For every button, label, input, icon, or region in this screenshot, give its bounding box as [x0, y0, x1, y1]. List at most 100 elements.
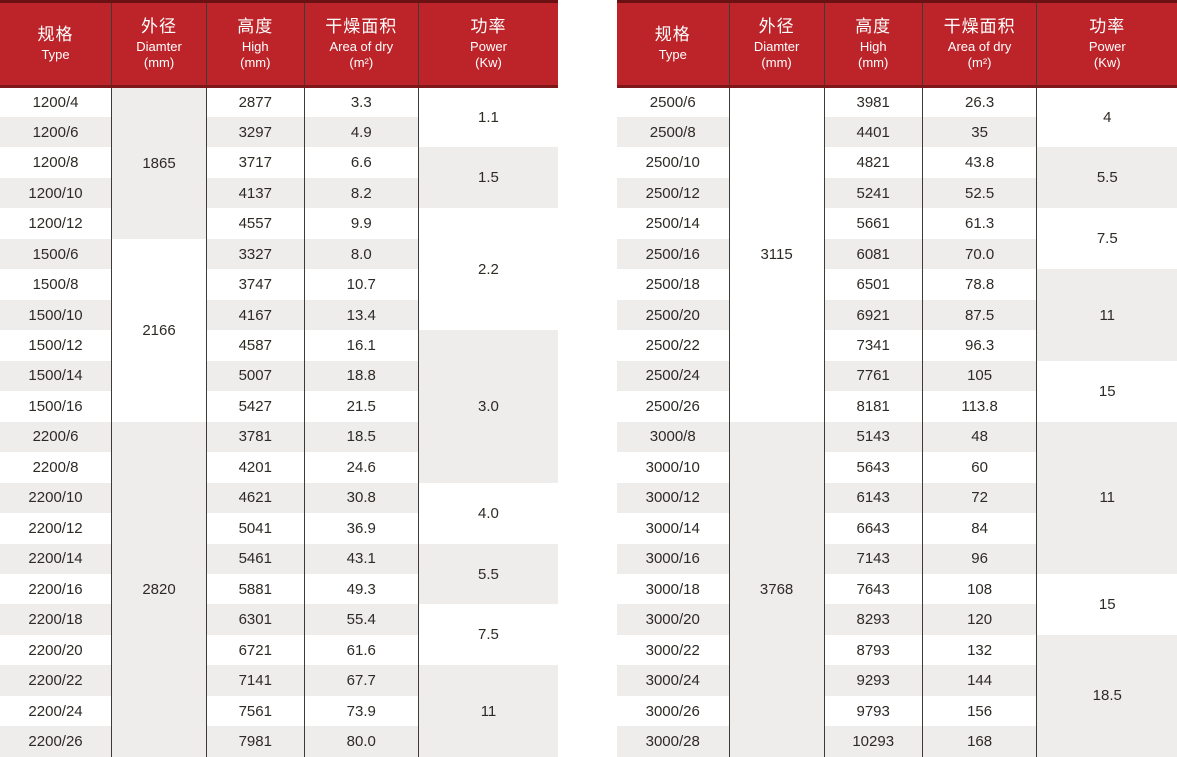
cell-type: 3000/26 — [617, 695, 730, 727]
cell-high: 5143 — [823, 421, 923, 453]
header-unit: (mm) — [143, 55, 175, 71]
table-row: 2200/16 5881 49.3 — [0, 574, 558, 605]
table-row: 2200/18 6301 55.4 7.5 — [0, 604, 558, 666]
cell-area: 67.7 — [303, 665, 419, 696]
cell-type: 2500/26 — [617, 391, 730, 422]
cell-high: 5427 — [205, 391, 305, 422]
cell-type: 2200/24 — [0, 695, 113, 727]
cell-high: 6921 — [823, 299, 923, 331]
cell-type: 2500/20 — [617, 299, 730, 331]
cell-area: 144 — [921, 665, 1037, 696]
table-row: 2500/6 3115 3981 26.3 4 — [617, 86, 1177, 422]
header-label-en: Diamter — [136, 39, 182, 55]
cell-high: 3747 — [205, 269, 305, 300]
cell-high: 6081 — [823, 238, 923, 270]
cell-type: 2200/6 — [0, 421, 113, 453]
cell-high: 4401 — [823, 116, 923, 148]
table-row: 1200/8 3717 6.6 1.5 — [0, 147, 558, 209]
cell-high: 4587 — [205, 330, 305, 361]
header-label-en: Type — [41, 47, 70, 63]
cell-type: 1500/12 — [0, 330, 113, 361]
column-header-area: 干燥面积 Area of dry (m²) — [303, 0, 419, 88]
cell-area: 113.8 — [921, 391, 1037, 422]
header-label-en: High — [241, 39, 269, 55]
table-row: 1200/10 4137 8.2 — [0, 177, 558, 209]
cell-type: 2200/16 — [0, 574, 113, 605]
cell-area: 49.3 — [303, 574, 419, 605]
cell-type: 1500/6 — [0, 238, 113, 270]
cell-power: 7.5 — [417, 604, 558, 666]
cell-area: 55.4 — [303, 604, 419, 635]
table-row: 2500/24 7761 105 15 — [617, 360, 1177, 422]
header-unit: (mm) — [240, 55, 271, 71]
header-label-zh: 外径 — [758, 17, 795, 37]
table-row: 2200/12 5041 36.9 — [0, 513, 558, 544]
header-label-en: Diamter — [753, 39, 800, 55]
cell-type: 1500/16 — [0, 391, 113, 422]
table-row: 2200/20 6721 61.6 — [0, 634, 558, 666]
cell-area: 24.6 — [303, 452, 419, 483]
cell-type: 2200/20 — [0, 634, 113, 666]
cell-power: 11 — [1036, 269, 1177, 361]
cell-area: 96.3 — [921, 330, 1037, 361]
cell-area: 52.5 — [921, 177, 1037, 209]
column-header-high: 高度 High (mm) — [823, 0, 923, 88]
cell-type: 2200/22 — [0, 665, 113, 696]
cell-area: 60 — [921, 452, 1037, 483]
cell-type: 3000/12 — [617, 482, 730, 514]
header-label-en: Power — [1088, 39, 1126, 55]
column-header-type: 规格 Type — [617, 0, 730, 88]
cell-type: 1200/4 — [0, 86, 113, 117]
cell-high: 4167 — [205, 299, 305, 331]
cell-power: 4.0 — [417, 482, 558, 544]
cell-high: 6643 — [823, 513, 923, 544]
cell-diameter: 1865 — [111, 86, 207, 239]
header-label-en: Area of dry — [947, 39, 1012, 55]
cell-type: 2200/8 — [0, 452, 113, 483]
cell-type: 3000/20 — [617, 604, 730, 635]
cell-area: 43.1 — [303, 543, 419, 574]
header-unit: (Kw) — [475, 55, 502, 71]
header-label-en: Type — [658, 47, 687, 63]
cell-area: 105 — [921, 360, 1038, 392]
header-label-zh: 功率 — [1089, 17, 1126, 37]
cell-type: 2500/8 — [617, 116, 730, 148]
cell-type: 2500/14 — [617, 208, 730, 239]
header-unit: (Kw) — [1093, 55, 1121, 71]
cell-power: 1.5 — [417, 147, 558, 209]
spec-table-header: 规格 Type 外径 Diamter (mm) 高度 High (mm) 干燥面积 Area of… — [0, 0, 558, 88]
cell-high: 5881 — [205, 574, 305, 605]
cell-power: 11 — [417, 665, 558, 757]
cell-power: 4 — [1036, 86, 1177, 148]
cell-area: 9.9 — [303, 208, 419, 239]
table-row: 2500/20 6921 87.5 — [617, 299, 1177, 331]
cell-area: 168 — [921, 726, 1037, 757]
table-row: 2200/8 4201 24.6 — [0, 452, 558, 483]
table-row: 1500/6 2166 3327 8.0 — [0, 238, 558, 422]
cell-high: 3717 — [205, 147, 305, 178]
column-header-type: 规格 Type — [0, 0, 113, 88]
table-row: 2200/14 5461 43.1 5.5 — [0, 543, 558, 605]
cell-power: 1.1 — [417, 86, 558, 148]
cell-type: 1200/12 — [0, 208, 113, 239]
cell-type: 2200/14 — [0, 543, 113, 574]
cell-diameter: 2166 — [111, 238, 207, 422]
table-row: 1500/12 4587 16.1 3.0 — [0, 330, 558, 483]
table-row: 3000/28 10293 168 — [617, 726, 1177, 757]
cell-high: 3981 — [823, 86, 923, 117]
header-unit: (mm) — [761, 55, 792, 71]
cell-high: 4201 — [205, 452, 305, 483]
cell-type: 2500/16 — [617, 238, 730, 270]
cell-area: 96 — [921, 543, 1037, 574]
header-unit: (mm) — [858, 55, 889, 71]
cell-area: 84 — [921, 513, 1037, 544]
cell-area: 4.9 — [303, 116, 419, 148]
cell-power: 5.5 — [1036, 147, 1177, 209]
header-label-zh: 功率 — [470, 17, 507, 37]
cell-high: 7141 — [205, 665, 305, 696]
cell-diameter: 3768 — [728, 421, 825, 757]
cell-type: 3000/14 — [617, 513, 730, 544]
cell-diameter: 3115 — [728, 86, 825, 422]
cell-high: 3781 — [205, 421, 305, 453]
cell-high: 8293 — [823, 604, 923, 635]
